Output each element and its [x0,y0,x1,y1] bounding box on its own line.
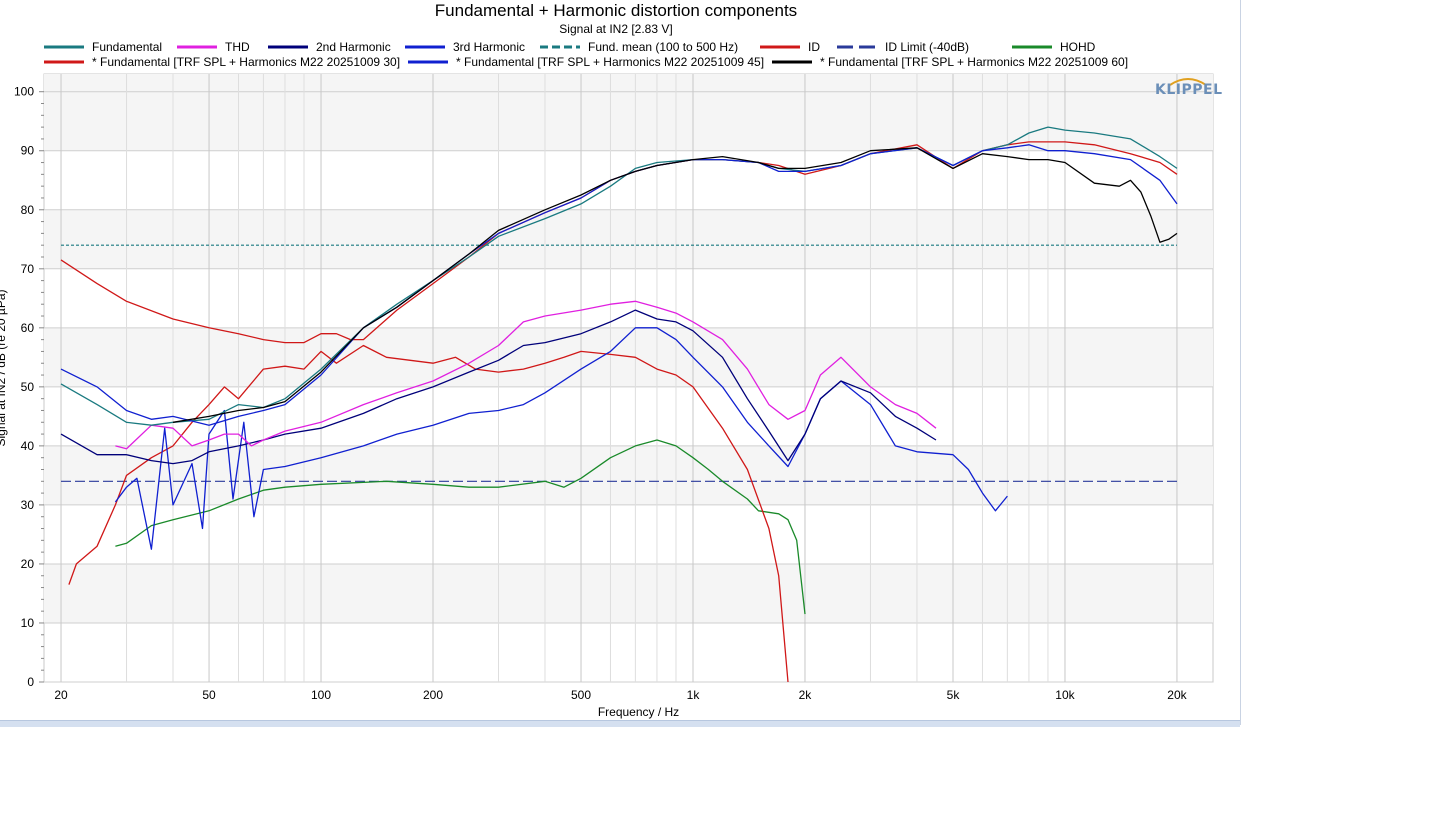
legend-label: * Fundamental [TRF SPL + Harmonics M22 2… [92,55,400,69]
x-tick-label: 50 [202,688,216,702]
x-axis-label: Frequency / Hz [598,705,679,719]
x-tick-label: 2k [799,688,813,702]
plot-band [44,563,1213,623]
axes: 0 10 20 30 40 50 60 70 80 90 100 20 50 100 200 500 1k 2k 5… [14,85,1188,702]
klippel-logo: KLIPPEL [1155,82,1223,98]
x-tick-label: 200 [423,688,443,702]
series-line-10 [172,147,1178,423]
klippel-logo-arc [1169,78,1207,86]
x-tick-label: 10k [1055,688,1075,702]
legend-label: Fund. mean (100 to 500 Hz) [588,40,738,54]
y-tick-label: 50 [21,380,35,394]
legend-label: THD [225,40,250,54]
series-lines [60,126,1178,683]
series-line-0 [60,126,1178,426]
legend-label: 2nd Harmonic [316,40,391,54]
x-tick-label: 20k [1167,688,1187,702]
chart-canvas: Fundamental THD 2nd Harmonic 3rd Harmonic Fu… [0,40,1214,719]
x-tick-label: 500 [571,688,591,702]
y-tick-label: 90 [21,144,35,158]
y-tick-label: 30 [21,498,35,512]
series-line-1 [115,300,937,450]
series-line-5 [68,344,789,683]
y-tick-label: 70 [21,262,35,276]
y-tick-label: 0 [27,675,34,689]
chart-window: Fundamental + Harmonic distortion compon… [0,0,1241,725]
x-tick-label: 1k [687,688,701,702]
y-axis-label: Signal at IN2 / dB (re 20 µPa) [0,290,8,447]
y-tick-label: 80 [21,203,35,217]
legend: Fundamental THD 2nd Harmonic 3rd Harmonic Fu… [44,40,1128,69]
plot-band [44,209,1213,269]
plot-band [44,74,1213,92]
chart-title: Fundamental + Harmonic distortion compon… [434,1,798,20]
x-tick-label: 100 [311,688,331,702]
y-tick-label: 100 [14,85,34,99]
x-tick-label: 20 [54,688,68,702]
legend-label: * Fundamental [TRF SPL + Harmonics M22 2… [820,55,1128,69]
y-tick-label: 20 [21,557,35,571]
legend-label: 3rd Harmonic [453,40,525,54]
legend-label: Fundamental [92,40,162,54]
legend-label: * Fundamental [TRF SPL + Harmonics M22 2… [456,55,764,69]
y-tick-label: 10 [21,616,35,630]
series-line-7 [115,439,806,615]
series-line-3 [114,327,1008,550]
legend-label: ID Limit (-40dB) [885,40,969,54]
plot-band [44,327,1213,387]
plot-band [44,445,1213,505]
chart-subtitle: Signal at IN2 [2.83 V] [559,22,673,36]
y-tick-label: 60 [21,321,35,335]
series-line-2 [60,309,937,465]
window-bottom-border [0,720,1240,727]
legend-label: HOHD [1060,40,1096,54]
legend-label: ID [808,40,820,54]
x-tick-label: 5k [947,688,961,702]
y-tick-label: 40 [21,439,35,453]
